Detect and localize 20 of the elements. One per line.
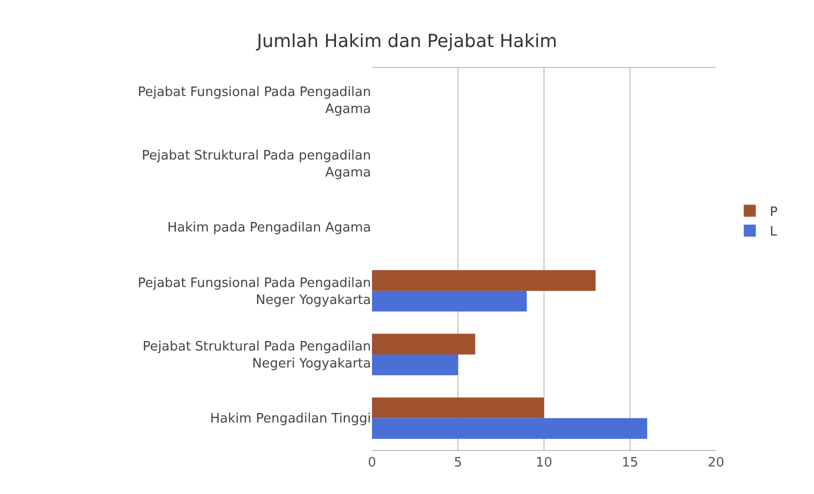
y-tick-label: Hakim Pengadilan Tinggi: [210, 412, 371, 427]
bar: [372, 290, 527, 312]
bar: [372, 334, 476, 354]
legend-label: L: [770, 224, 778, 240]
x-tick-label: 10: [536, 456, 552, 471]
bar: [372, 354, 458, 376]
chart-title: Jumlah Hakim dan Pejabat Hakim: [256, 31, 558, 52]
x-tick-label: 0: [368, 456, 376, 471]
x-tick-label: 5: [454, 456, 462, 471]
y-tick-label: Pejabat Struktural Pada Pengadilan Negeri Yogyakarta: [142, 340, 371, 372]
legend-label: P: [770, 204, 778, 220]
y-tick-label: Hakim pada Pengadilan Agama: [167, 220, 371, 236]
y-tick-label: Pejabat Struktural Pada pengadilan Agama: [142, 148, 371, 180]
y-tick-label: Pejabat Fungsional Pada Pengadilan Neger Yogyakarta: [138, 276, 371, 308]
bar: [372, 418, 648, 439]
x-tick-label: 20: [708, 456, 724, 471]
y-tick-label: Pejabat Fungsional Pada Pengadilan Agama: [138, 84, 371, 117]
bar: [372, 397, 544, 418]
bar: [372, 270, 596, 291]
x-tick-label: 15: [622, 456, 638, 471]
